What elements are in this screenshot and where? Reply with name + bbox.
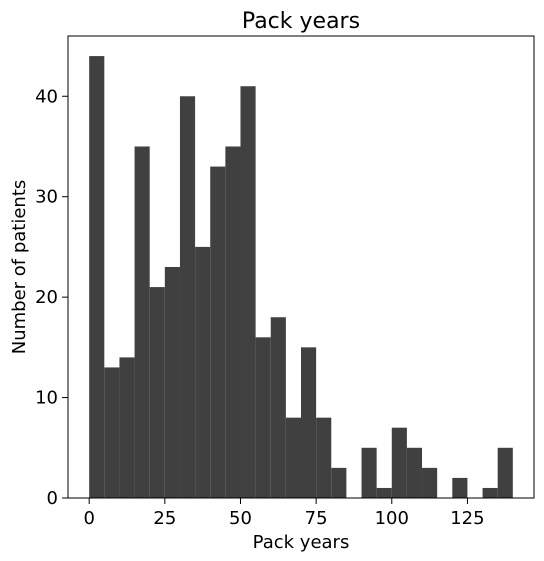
- histogram-bar-2: [119, 357, 135, 498]
- histogram-bar-22: [422, 467, 438, 498]
- histogram-bar-16: [331, 467, 347, 498]
- y-axis-ticks: 0 10 20 30 40: [35, 86, 68, 509]
- histogram-bar-9: [225, 146, 241, 498]
- histogram-bar-4: [149, 287, 165, 498]
- histogram-bar-12: [270, 317, 286, 498]
- plot-frame: [67, 35, 535, 499]
- histogram-bar-20: [391, 427, 407, 498]
- x-tick-label: 0: [83, 508, 94, 529]
- histogram-bar-18: [361, 447, 377, 498]
- histogram-bar-5: [164, 267, 180, 498]
- histogram-bar-19: [376, 487, 392, 498]
- chart-title: Pack years: [242, 9, 360, 34]
- histogram-bar-11: [255, 337, 271, 498]
- bars-group: [89, 56, 513, 499]
- histogram-bar-27: [497, 447, 513, 498]
- histogram-bar-6: [179, 96, 196, 499]
- histogram-bar-21: [406, 447, 423, 498]
- y-tick-label: 10: [35, 388, 58, 409]
- histogram-bar-8: [210, 166, 226, 498]
- x-tick-label: 50: [229, 508, 252, 529]
- histogram-bar-7: [195, 246, 211, 498]
- histogram-bar-24: [452, 477, 468, 498]
- histogram-bar-15: [316, 417, 332, 498]
- x-tick-label: 75: [305, 508, 328, 529]
- histogram-bar-1: [104, 367, 120, 498]
- x-tick-label: 100: [375, 508, 409, 529]
- histogram-bar-13: [285, 417, 301, 498]
- histogram-bar-26: [482, 487, 498, 498]
- y-tick-label: 40: [35, 86, 58, 107]
- histogram-bar-0: [89, 56, 105, 499]
- y-tick-label: 20: [35, 287, 58, 308]
- histogram-bar-3: [134, 146, 150, 498]
- x-tick-label: 125: [450, 508, 484, 529]
- y-tick-label: 30: [35, 187, 58, 208]
- x-axis-ticks: 0 25 50 75 100 125: [83, 498, 485, 529]
- histogram-bar-14: [301, 347, 317, 498]
- histogram-bar-10: [240, 86, 256, 498]
- y-axis-label: Number of patients: [9, 180, 30, 355]
- y-tick-label: 0: [47, 488, 58, 509]
- x-axis-label: Pack years: [253, 532, 350, 553]
- x-tick-label: 25: [153, 508, 176, 529]
